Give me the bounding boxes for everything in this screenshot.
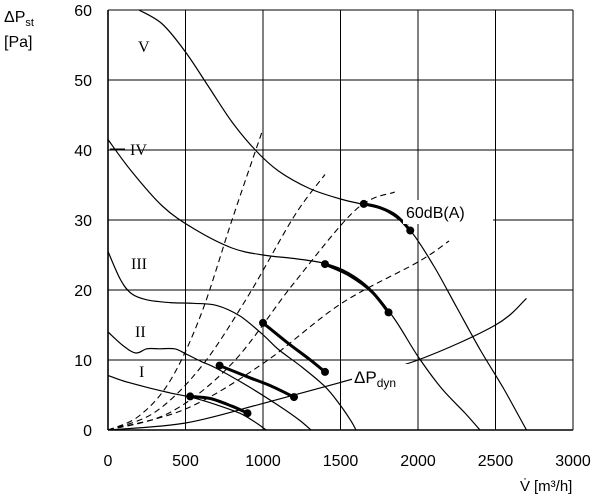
x-tick-label: 1000: [245, 453, 281, 470]
x-tick-label: 0: [104, 453, 113, 470]
y-tick-label: 40: [74, 143, 92, 160]
x-tick-label: 2500: [478, 453, 514, 470]
y-tick-label: 20: [74, 283, 92, 300]
y-tick-label: 30: [74, 213, 92, 230]
noise-curve-label: 60dB(A): [403, 200, 493, 224]
fan-curve-line: [138, 9, 528, 431]
y-tick-label: 10: [74, 353, 92, 370]
noise-point: [243, 409, 252, 418]
svg-text:II: II: [135, 324, 146, 341]
fan-curve-line: [107, 139, 481, 431]
noise-segment: [190, 394, 249, 415]
noise-point: [290, 393, 298, 402]
noise-segment: [219, 364, 295, 399]
noise-point: [215, 361, 224, 370]
noise-segment: [324, 262, 390, 314]
system-curve: [107, 174, 326, 431]
svg-text:III: III: [131, 256, 147, 273]
noise-point: [384, 308, 393, 317]
x-axis-unit: [m³/h]: [534, 478, 572, 495]
system-curve: [107, 240, 450, 431]
grid-lines: [107, 9, 574, 431]
curve-label-iv: IV: [110, 142, 147, 159]
x-axis-title: V̇ [m³/h]: [520, 478, 572, 495]
noise-segment: [262, 321, 326, 374]
fan-curve-line: [107, 331, 312, 431]
y-axis-title: ΔPst: [4, 9, 34, 29]
curve-label-ii: II: [135, 324, 146, 341]
y-tick-labels: 0 10 20 30 40 50 60: [74, 3, 92, 440]
system-curve: [107, 191, 396, 431]
svg-text:I: I: [139, 364, 144, 381]
fan-curve-line: [107, 251, 357, 431]
y-tick-label: 60: [74, 3, 92, 20]
noise-point: [321, 367, 329, 376]
curve-label-dpdyn: ΔPdyn: [352, 364, 414, 390]
svg-text:IV: IV: [130, 142, 147, 159]
noise-point: [359, 199, 368, 208]
curve-label-v: V: [138, 39, 150, 56]
noise-point: [186, 392, 195, 401]
system-curve: [107, 128, 264, 431]
x-tick-label: 2000: [400, 453, 436, 470]
noise-point: [406, 226, 415, 235]
x-tick-label: 3000: [555, 453, 591, 470]
curve-label-iii: III: [131, 256, 147, 273]
svg-text:60dB(A): 60dB(A): [406, 205, 465, 222]
y-tick-label: 0: [83, 423, 92, 440]
x-tick-label: 1500: [323, 453, 359, 470]
noise-point: [321, 260, 329, 269]
y-axis-unit: [Pa]: [4, 34, 32, 51]
x-tick-labels: 0 500 1000 1500 2000 2500 3000: [104, 453, 591, 470]
svg-text:V: V: [138, 39, 150, 56]
y-tick-label: 50: [74, 73, 92, 90]
dynamic-pressure-curve: [107, 297, 527, 431]
noise-point: [259, 318, 267, 327]
x-tick-label: 500: [172, 453, 199, 470]
dpdyn-line: [107, 297, 527, 431]
y-axis-title-subscript: st: [25, 17, 34, 29]
curve-label-i: I: [139, 364, 144, 381]
